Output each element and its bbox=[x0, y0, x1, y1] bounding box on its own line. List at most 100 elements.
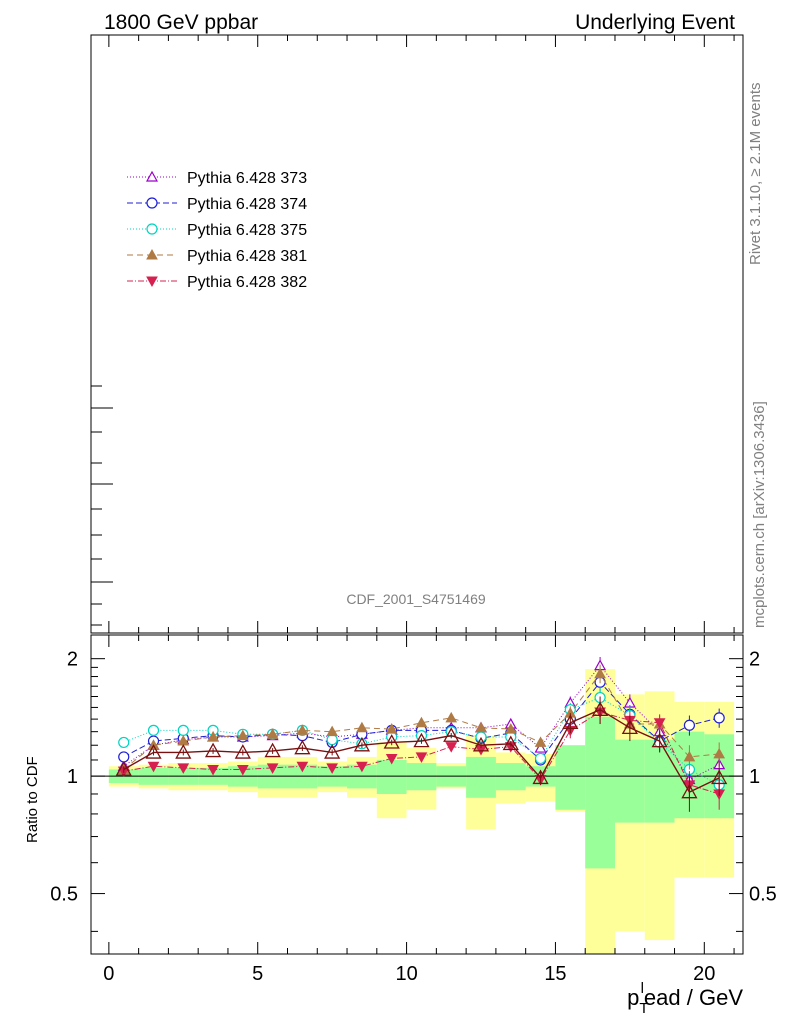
data-point bbox=[532, 769, 549, 785]
data-point bbox=[296, 761, 309, 773]
data-point bbox=[236, 729, 249, 741]
header-left: 1800 GeV ppbar bbox=[104, 11, 258, 34]
x-tick-label: 15 bbox=[544, 963, 566, 985]
x-axis-label-sup: l bbox=[641, 980, 644, 997]
header-right: Underlying Event bbox=[575, 11, 735, 34]
y-tick-label-right: 0.5 bbox=[749, 884, 777, 906]
data-point bbox=[356, 721, 368, 733]
data-point bbox=[713, 712, 725, 724]
data-point bbox=[115, 761, 132, 776]
y-axis-label: Ratio to CDF bbox=[24, 756, 41, 843]
data-point bbox=[266, 763, 279, 774]
data-point bbox=[681, 783, 698, 799]
side-text-lower: mcplots.cern.ch [arXiv:1306.3436] bbox=[751, 401, 768, 628]
analysis-watermark: CDF_2001_S4751469 bbox=[346, 591, 486, 607]
data-point bbox=[146, 197, 158, 209]
data-point bbox=[146, 276, 158, 288]
y-tick-label: 1 bbox=[67, 766, 78, 788]
data-point bbox=[236, 764, 249, 776]
legend-label: Pythia 6.428 381 bbox=[187, 248, 307, 265]
ratio-panel-frame bbox=[90, 634, 744, 955]
legend-label: Pythia 6.428 373 bbox=[187, 170, 307, 187]
data-point bbox=[145, 744, 162, 759]
data-point bbox=[621, 719, 638, 735]
legend-entry: Pythia 6.428 381 bbox=[127, 248, 307, 265]
band-inner-bin bbox=[466, 756, 496, 798]
data-point bbox=[413, 732, 430, 748]
data-point bbox=[475, 721, 487, 733]
data-point bbox=[594, 667, 606, 679]
legend-entry: Pythia 6.428 374 bbox=[127, 196, 307, 213]
y-tick-label-right: 2 bbox=[749, 649, 760, 671]
data-point bbox=[234, 744, 251, 759]
data-point bbox=[204, 742, 222, 758]
data-point bbox=[385, 723, 398, 734]
data-point bbox=[207, 764, 219, 776]
x-tick-label: 10 bbox=[395, 963, 417, 985]
data-point bbox=[266, 728, 279, 739]
data-point bbox=[326, 725, 339, 737]
data-point bbox=[264, 742, 281, 758]
legend-entry: Pythia 6.428 373 bbox=[127, 170, 307, 187]
data-point bbox=[177, 724, 189, 736]
legend: Pythia 6.428 373 Pythia 6.428 374 Pythia 6… bbox=[127, 170, 307, 291]
x-tick-label: 5 bbox=[252, 963, 263, 985]
band-inner-bin bbox=[644, 739, 675, 823]
data-point bbox=[534, 752, 547, 765]
legend-entry: Pythia 6.428 375 bbox=[127, 222, 307, 239]
side-text-upper: Rivet 3.1.10, ≥ 2.1M events bbox=[747, 83, 764, 266]
data-point bbox=[653, 718, 666, 729]
series-line bbox=[123, 681, 720, 761]
legend-label: Pythia 6.428 374 bbox=[187, 196, 307, 213]
data-point bbox=[415, 716, 428, 728]
data-point bbox=[385, 753, 398, 765]
data-point bbox=[683, 750, 696, 762]
ratio-axes: 0 5 10 15 20 0.5 0.5 1 1 2 2 bbox=[50, 635, 777, 985]
y-tick-label: 2 bbox=[67, 649, 78, 671]
data-point bbox=[145, 170, 159, 182]
ratio-panel: 0 5 10 15 20 0.5 0.5 1 1 2 2 bbox=[50, 634, 777, 985]
data-point bbox=[443, 727, 460, 742]
data-point bbox=[146, 248, 158, 260]
data-point bbox=[713, 747, 726, 759]
series-line bbox=[123, 672, 720, 770]
band-inner-bin bbox=[555, 745, 586, 810]
data-point bbox=[472, 736, 490, 752]
data-point bbox=[147, 761, 160, 773]
band-inner-bin bbox=[585, 716, 615, 869]
x-axis-label: pTlead / GeV bbox=[627, 980, 743, 1017]
data-point bbox=[591, 701, 609, 716]
series-3 bbox=[117, 664, 726, 774]
series-layer bbox=[115, 656, 728, 812]
data-point bbox=[445, 742, 458, 753]
x-axis-label-rest: ead / GeV bbox=[644, 985, 743, 1010]
legend-label: Pythia 6.428 375 bbox=[187, 222, 307, 239]
data-point bbox=[445, 711, 458, 723]
data-point bbox=[294, 739, 311, 755]
band-inner-bin bbox=[406, 763, 437, 791]
data-point bbox=[534, 736, 547, 747]
data-point bbox=[326, 734, 338, 746]
data-point bbox=[562, 714, 579, 730]
data-point bbox=[118, 736, 130, 749]
x-axis-label-main: p bbox=[627, 985, 639, 1010]
series-4 bbox=[117, 700, 726, 810]
x-tick-label: 20 bbox=[693, 963, 715, 985]
y-tick-label: 0.5 bbox=[50, 884, 78, 906]
data-point bbox=[326, 763, 339, 774]
y-tick-label-right: 1 bbox=[749, 766, 760, 788]
data-point bbox=[175, 744, 192, 759]
data-point bbox=[207, 730, 219, 742]
band-inner-bin bbox=[495, 763, 526, 791]
band-inner-bin bbox=[376, 759, 407, 794]
data-point bbox=[147, 724, 160, 736]
data-point bbox=[353, 736, 371, 752]
data-point bbox=[651, 732, 668, 748]
data-point bbox=[415, 752, 428, 763]
band-inner-bin bbox=[614, 739, 645, 823]
legend-label: Pythia 6.428 382 bbox=[187, 274, 307, 291]
data-point bbox=[383, 734, 400, 749]
x-axis-label-sub: T bbox=[639, 1000, 648, 1017]
data-point bbox=[296, 724, 309, 735]
